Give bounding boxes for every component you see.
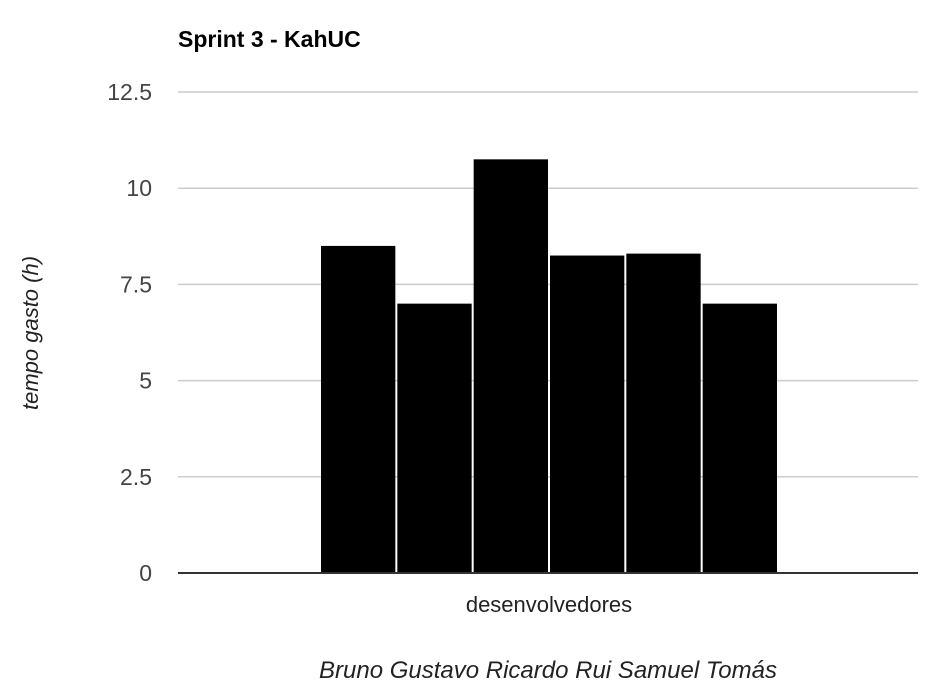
bars bbox=[321, 159, 777, 574]
bar-rui bbox=[550, 255, 625, 574]
x-axis-label: Bruno Gustavo Ricardo Rui Samuel Tomás bbox=[319, 657, 777, 684]
y-tick-label: 5 bbox=[139, 368, 152, 394]
y-tick-label: 10 bbox=[126, 175, 152, 201]
y-tick-label: 7.5 bbox=[120, 271, 152, 297]
x-category-label: desenvolvedores bbox=[466, 592, 632, 617]
bar-ricardo bbox=[473, 159, 548, 573]
y-tick-label: 0 bbox=[139, 560, 152, 586]
bar-tomás bbox=[702, 303, 777, 573]
bar-gustavo bbox=[397, 303, 472, 573]
y-axis-ticks: 0 2.5 5 7.5 10 12.5 bbox=[107, 79, 152, 586]
bar-samuel bbox=[626, 253, 701, 573]
bar-bruno bbox=[321, 245, 396, 574]
chart-title: Sprint 3 - KahUC bbox=[178, 26, 361, 52]
y-tick-label: 2.5 bbox=[120, 464, 152, 490]
y-tick-label: 12.5 bbox=[107, 79, 152, 105]
x-axis-categories: desenvolvedores bbox=[466, 592, 632, 617]
y-axis-label: tempo gasto (h) bbox=[18, 256, 43, 410]
